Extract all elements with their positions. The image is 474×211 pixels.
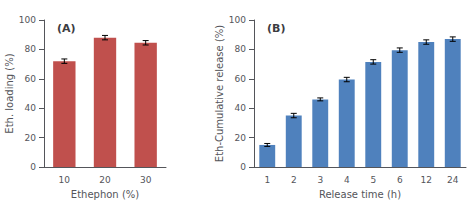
svg-text:60: 60: [235, 74, 247, 84]
svg-text:10: 10: [59, 175, 71, 185]
svg-text:(A): (A): [57, 22, 76, 35]
svg-text:80: 80: [235, 44, 247, 54]
svg-text:20: 20: [235, 133, 247, 143]
svg-text:0: 0: [240, 162, 246, 172]
svg-text:24: 24: [447, 175, 459, 185]
svg-text:6: 6: [397, 175, 403, 185]
svg-text:5: 5: [370, 175, 376, 185]
svg-text:Ethephon (%): Ethephon (%): [71, 189, 139, 200]
svg-text:Eth. loading (%): Eth. loading (%): [4, 53, 15, 133]
svg-text:12: 12: [421, 175, 432, 185]
svg-text:2: 2: [291, 175, 297, 185]
svg-text:20: 20: [25, 133, 37, 143]
svg-text:40: 40: [235, 103, 247, 113]
svg-text:40: 40: [25, 103, 37, 113]
svg-text:3: 3: [317, 175, 323, 185]
svg-text:60: 60: [25, 74, 37, 84]
svg-text:(B): (B): [267, 22, 285, 35]
svg-text:1: 1: [264, 175, 270, 185]
svg-text:Eth-Cumulative release (%): Eth-Cumulative release (%): [214, 25, 225, 162]
svg-text:0: 0: [30, 162, 36, 172]
svg-text:100: 100: [229, 15, 246, 25]
svg-text:80: 80: [25, 44, 37, 54]
svg-text:30: 30: [140, 175, 152, 185]
svg-text:Release time (h): Release time (h): [319, 189, 401, 200]
svg-text:4: 4: [344, 175, 350, 185]
svg-text:20: 20: [99, 175, 111, 185]
svg-text:100: 100: [19, 15, 36, 25]
